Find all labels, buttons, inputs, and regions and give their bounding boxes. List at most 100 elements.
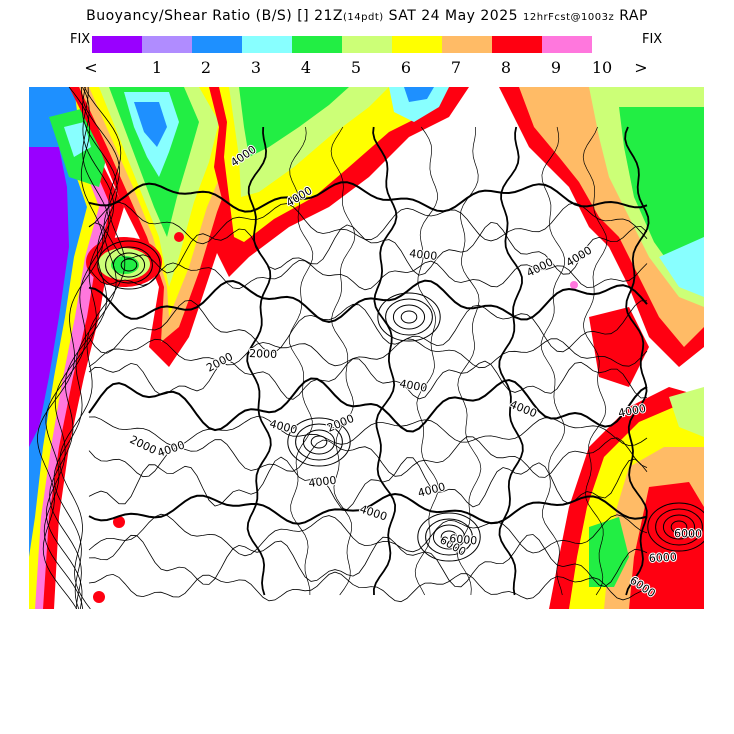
contour-line [88, 436, 648, 478]
contour-line [582, 126, 608, 596]
contour-ring [425, 518, 473, 556]
contour-ring [97, 240, 161, 290]
contour-label: 4000 [268, 417, 298, 436]
contour-line [88, 513, 648, 557]
contour-line [88, 299, 647, 354]
contour-line [288, 126, 314, 596]
contour-label: 6000 [449, 532, 478, 547]
contour-line [37, 87, 104, 609]
contour-line [88, 416, 648, 447]
shade-region [389, 87, 449, 122]
legend-tick-label: 4 [300, 58, 312, 77]
contour-ring [302, 429, 336, 455]
contour-label: 2000 [249, 347, 277, 361]
contour-ring [105, 246, 153, 284]
title-date: SAT 24 May 2025 [383, 8, 523, 24]
contour-line [330, 126, 356, 596]
shade-region [629, 482, 704, 609]
contour-label: 4000 [156, 438, 187, 459]
title-model: RAP [614, 8, 648, 24]
legend-tick-label: 1 [151, 58, 163, 77]
legend-swatch-7 [442, 36, 492, 53]
shade-region [64, 122, 91, 157]
contour-line [414, 126, 439, 596]
contour-line [43, 87, 110, 609]
contour-line [88, 571, 648, 603]
contour-ring [417, 512, 481, 562]
shade-patch [93, 591, 105, 603]
shade-patch [174, 232, 184, 242]
contour-label: 4000 [564, 244, 595, 270]
contour-label: 4000 [416, 480, 446, 500]
contour-label: 2000 [128, 433, 159, 457]
contour-label: 4000 [308, 474, 337, 490]
title-forecast-info: 12hrFcst@1003z [522, 12, 615, 23]
legend-tick-label: 5 [350, 58, 362, 77]
map-panel: 4000 2000 4000 4000 4000 4000 2000 4000 4000 4000… [29, 87, 704, 609]
legend-tick-label: 10 [591, 58, 613, 77]
contour-ring [432, 524, 466, 550]
contour-ring [670, 520, 688, 534]
contour-line [456, 126, 482, 596]
contour-line [88, 377, 648, 433]
contour-ring [310, 435, 328, 449]
legend-tick-label: > [634, 58, 648, 77]
contour-line [45, 87, 115, 609]
contour-ring [295, 423, 343, 461]
legend-swatch-6 [392, 36, 442, 53]
legend-swatch-3 [242, 36, 292, 53]
contour-label: 4000 [508, 398, 539, 421]
contour-line [624, 126, 650, 596]
legend-swatch-9 [542, 36, 592, 53]
chart-title: Buoyancy/Shear Ratio (B/S) [] 21Z(14pdt)… [0, 8, 734, 24]
legend-tick-label: 7 [450, 58, 462, 77]
shade-patch [113, 516, 125, 528]
legend-swatch-5 [342, 36, 392, 53]
legend-tick-label: 3 [250, 58, 262, 77]
contour-line [88, 279, 648, 324]
shade-region [404, 87, 434, 102]
title-main: Buoyancy/Shear Ratio (B/S) [] 21Z [86, 8, 343, 24]
legend-fix-right: FIX [642, 32, 663, 47]
contour-ring [400, 310, 418, 324]
shade-region [239, 87, 349, 157]
contour-ring [440, 530, 458, 544]
title-local-time: (14pdt) [343, 12, 384, 23]
legend-tick-label: 9 [550, 58, 562, 77]
contour-line [88, 456, 648, 511]
shade-region [669, 387, 704, 437]
contour-ring [120, 258, 138, 272]
contour-label: 4000 [398, 377, 428, 395]
color-scale-bar [92, 36, 592, 53]
contour-label: 2000 [204, 350, 235, 375]
legend-tick-label: < [84, 58, 98, 77]
contour-line [88, 181, 648, 213]
contour-label: 2000 [325, 412, 356, 435]
shade-region [659, 237, 704, 297]
contour-line [246, 126, 272, 596]
contour-ring [655, 508, 703, 546]
contour-line [372, 126, 398, 596]
legend-swatch-1 [142, 36, 192, 53]
contour-label: 4000 [358, 502, 389, 523]
contour-label: 4000 [617, 402, 647, 420]
contour-label: 6000 [674, 527, 702, 540]
contour-ring [287, 417, 351, 467]
shade-region [29, 147, 69, 447]
contour-line [88, 201, 648, 245]
contour-label: 4000 [409, 247, 438, 263]
legend-tick-label: 8 [500, 58, 512, 77]
legend-swatch-2 [192, 36, 242, 53]
shade-patch [604, 327, 614, 337]
contour-line [88, 492, 648, 525]
contour-ring [662, 514, 696, 540]
contour-line [498, 126, 524, 596]
color-scale-ticks: <1 2 3 4 5 6 7 8 9 10 > [0, 58, 734, 78]
contour-ring [385, 298, 433, 336]
contour-line [53, 87, 121, 609]
legend-fix-left: FIX [70, 32, 91, 47]
contour-line [540, 126, 566, 596]
contour-ring [377, 292, 441, 342]
shade-region [619, 107, 704, 287]
contour-ring [392, 304, 426, 330]
